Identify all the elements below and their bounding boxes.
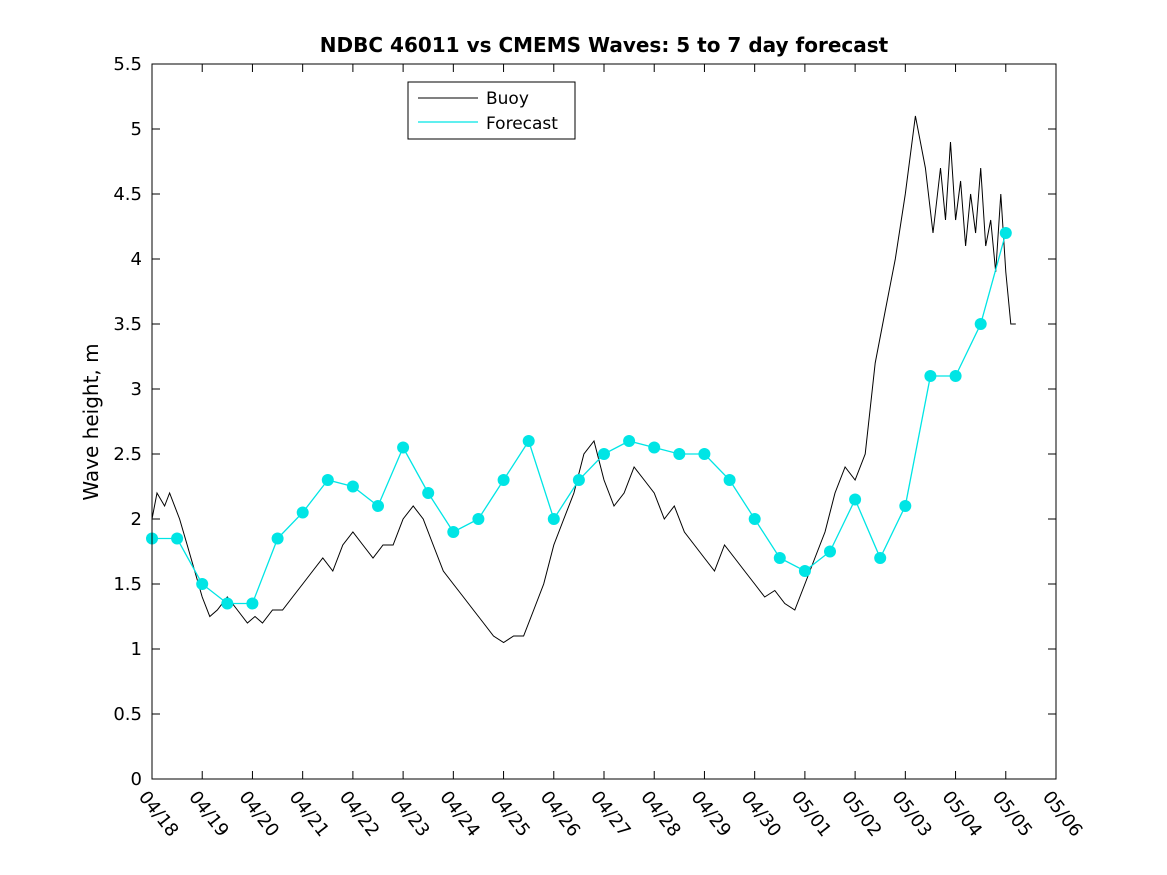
forecast-point (522, 435, 535, 447)
y-tick-label: 1.5 (113, 574, 142, 595)
forecast-point (623, 435, 636, 447)
y-tick-label: 5 (131, 119, 142, 140)
y-tick-label: 1 (131, 639, 142, 660)
forecast-point (598, 448, 610, 460)
forecast-point (949, 370, 962, 382)
legend-box (407, 81, 576, 140)
forecast-point (472, 513, 485, 525)
y-tick-label: 0.5 (113, 704, 142, 725)
forecast-point (723, 474, 736, 486)
forecast-point (296, 506, 309, 519)
plot-background (152, 64, 1056, 779)
forecast-point (974, 318, 987, 330)
forecast-point (924, 370, 937, 382)
legend-buoy-label: Buoy (486, 89, 529, 109)
forecast-point (547, 513, 560, 525)
forecast-point (899, 500, 912, 512)
forecast-point (497, 474, 510, 486)
forecast-point (397, 441, 410, 454)
y-tick-label: 2.5 (113, 444, 142, 465)
forecast-point (221, 597, 234, 610)
legend: Buoy Forecast (407, 81, 576, 140)
forecast-point (849, 493, 862, 506)
legend-forecast-label: Forecast (486, 114, 558, 134)
forecast-point (196, 578, 209, 590)
forecast-point (346, 480, 359, 493)
y-tick-label: 3 (131, 379, 142, 400)
forecast-point (874, 552, 887, 564)
forecast-point (773, 552, 786, 564)
plot-area (152, 64, 1056, 779)
forecast-point (648, 441, 661, 454)
forecast-point (798, 565, 811, 577)
y-tick-label: 2 (131, 509, 142, 530)
buoy-series (151, 115, 1016, 644)
forecast-point (999, 227, 1012, 239)
y-tick-label: 3.5 (113, 314, 142, 335)
forecast-point (572, 474, 585, 486)
forecast-point (171, 532, 184, 545)
forecast-point (447, 526, 460, 538)
forecast-point (824, 545, 836, 558)
forecast-point (698, 448, 711, 460)
y-axis-label: Wave height, m (79, 343, 103, 500)
forecast-point (372, 500, 384, 512)
forecast-point (271, 532, 284, 545)
y-tick-label: 0 (131, 769, 142, 790)
y-tick-label: 4.5 (113, 184, 142, 205)
forecast-point (748, 513, 761, 525)
forecast-point (321, 474, 334, 486)
chart-title: NDBC 46011 vs CMEMS Waves: 5 to 7 day fo… (320, 33, 889, 57)
forecast-point (673, 448, 686, 460)
forecast-point (246, 597, 259, 610)
y-tick-label: 5.5 (113, 54, 142, 75)
y-tick-label: 4 (131, 249, 142, 270)
buoy-line (151, 115, 1016, 644)
forecast-point (422, 487, 435, 499)
